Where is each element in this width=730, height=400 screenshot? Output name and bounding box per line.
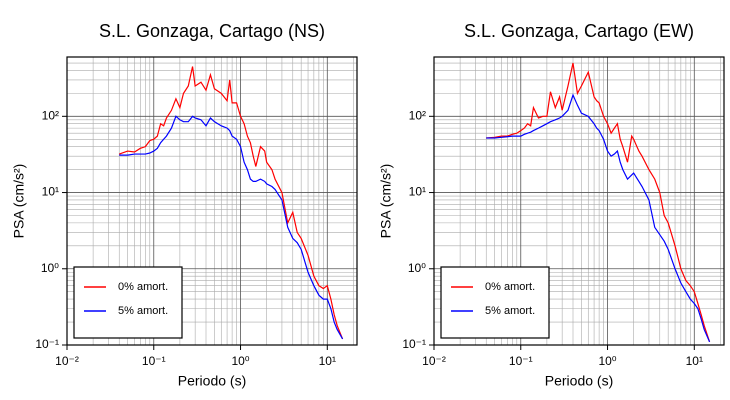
- series-line: [486, 62, 711, 343]
- y-tick-label: 10²: [409, 108, 426, 122]
- y-tick-label: 10²: [42, 108, 59, 122]
- legend-box: [73, 266, 183, 339]
- y-axis-label: PSA (cm/s²): [378, 164, 394, 239]
- plot-frame: [433, 56, 725, 346]
- x-tick-label: 10¹: [319, 354, 336, 368]
- legend-label: 0% amort.: [118, 281, 168, 293]
- x-tick-label: 10⁰: [231, 354, 249, 368]
- y-axis-label: PSA (cm/s²): [11, 164, 27, 239]
- x-tick-label: 10⁻¹: [142, 354, 166, 368]
- x-axis-label: Periodo (s): [178, 373, 246, 389]
- chart-title: S.L. Gonzaga, Cartago (NS): [99, 21, 325, 41]
- x-axis-label: Periodo (s): [545, 373, 613, 389]
- legend-label: 5% amort.: [118, 305, 168, 317]
- y-tick-label: 10⁰: [408, 261, 426, 275]
- plot-frame: [66, 56, 358, 346]
- x-tick-label: 10⁻²: [55, 354, 79, 368]
- x-tick-label: 10⁻¹: [509, 354, 533, 368]
- series-line: [119, 66, 344, 340]
- legend-box: [440, 266, 550, 339]
- x-tick-label: 10¹: [686, 354, 703, 368]
- legend-label: 5% amort.: [485, 305, 535, 317]
- y-tick-label: 10¹: [42, 185, 59, 199]
- x-tick-label: 10⁰: [598, 354, 616, 368]
- y-tick-label: 10¹: [409, 185, 426, 199]
- chart-title: S.L. Gonzaga, Cartago (EW): [464, 21, 694, 41]
- series-line: [486, 93, 711, 343]
- y-tick-label: 10⁻¹: [402, 337, 426, 351]
- y-tick-label: 10⁻¹: [35, 337, 59, 351]
- series-line: [119, 115, 344, 340]
- y-tick-label: 10⁰: [41, 261, 59, 275]
- legend-label: 0% amort.: [485, 281, 535, 293]
- x-tick-label: 10⁻²: [422, 354, 446, 368]
